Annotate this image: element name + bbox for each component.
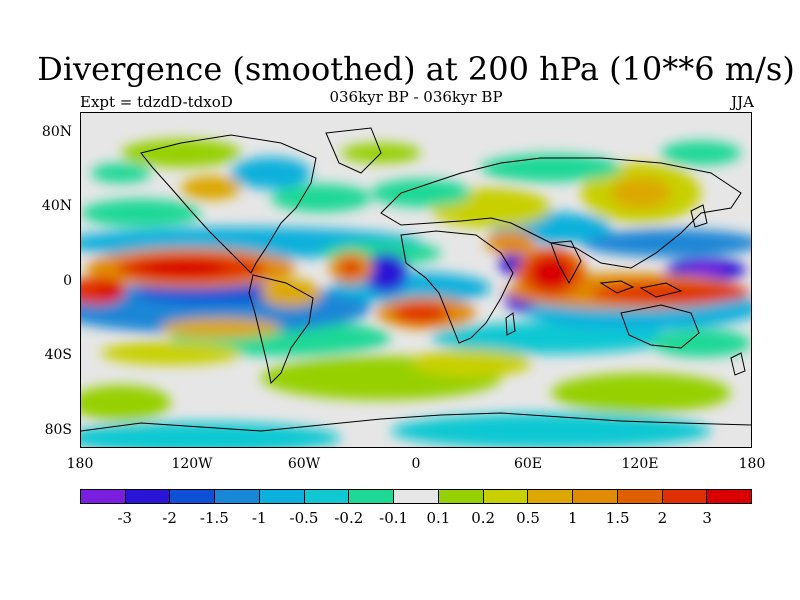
coastlines	[81, 127, 751, 432]
colorbar-label: 3	[702, 509, 712, 527]
divergence-map	[80, 112, 752, 448]
lon-label-180e: 180	[738, 456, 766, 472]
season-label: JJA	[731, 93, 754, 111]
colorbar-cell	[125, 490, 171, 503]
lon-label-120e: 120E	[621, 456, 659, 472]
colorbar-label: -1.5	[199, 509, 229, 527]
colorbar-cell	[617, 490, 663, 503]
colorbar-label: -3	[117, 509, 133, 527]
colorbar-cell	[349, 490, 395, 503]
colorbar-cell	[707, 490, 752, 503]
lon-label-180w: 180	[66, 456, 94, 472]
colorbar-label: -0.5	[289, 509, 319, 527]
lon-label-60e: 60E	[513, 456, 543, 472]
divergence-field	[81, 113, 751, 447]
experiment-label: Expt = tdzdD-tdxoD	[80, 93, 233, 111]
lat-label-80s: 80S	[44, 422, 72, 438]
lat-label-eq: 0	[63, 273, 72, 289]
colorbar-label: -2	[162, 509, 177, 527]
lon-label-60w: 60W	[287, 456, 321, 472]
colorbar-cell	[573, 490, 618, 503]
lon-label-0: 0	[411, 456, 421, 472]
colorbar-cell	[528, 490, 574, 503]
lon-label-120w: 120W	[171, 456, 213, 472]
colorbar-cell	[483, 490, 529, 503]
colorbar	[80, 489, 752, 504]
colorbar-label: 0.2	[471, 509, 496, 527]
colorbar-label: 2	[657, 509, 668, 527]
colorbar-label: 0.5	[516, 509, 540, 527]
plot-subtitle: 036kyr BP - 036kyr BP	[329, 88, 503, 106]
colorbar-label: -0.2	[334, 509, 364, 527]
colorbar-label: 0.1	[426, 509, 451, 527]
plot-title: Divergence (smoothed) at 200 hPa (10**6 …	[37, 50, 795, 88]
colorbar-cell	[259, 490, 305, 503]
colorbar-label: -1	[251, 509, 267, 527]
colorbar-cell	[304, 490, 350, 503]
colorbar-cell	[215, 490, 260, 503]
colorbar-cell	[170, 490, 216, 503]
colorbar-label: 1	[568, 509, 578, 527]
colorbar-cell	[81, 490, 126, 503]
lat-label-40n: 40N	[41, 198, 72, 214]
colorbar-label: 1.5	[605, 509, 630, 527]
colorbar-cell	[394, 490, 439, 503]
lat-label-40s: 40S	[44, 347, 72, 363]
lat-label-80n: 80N	[41, 124, 72, 140]
colorbar-cell	[438, 490, 484, 503]
colorbar-cell	[662, 490, 708, 503]
colorbar-label: -0.1	[379, 509, 409, 527]
